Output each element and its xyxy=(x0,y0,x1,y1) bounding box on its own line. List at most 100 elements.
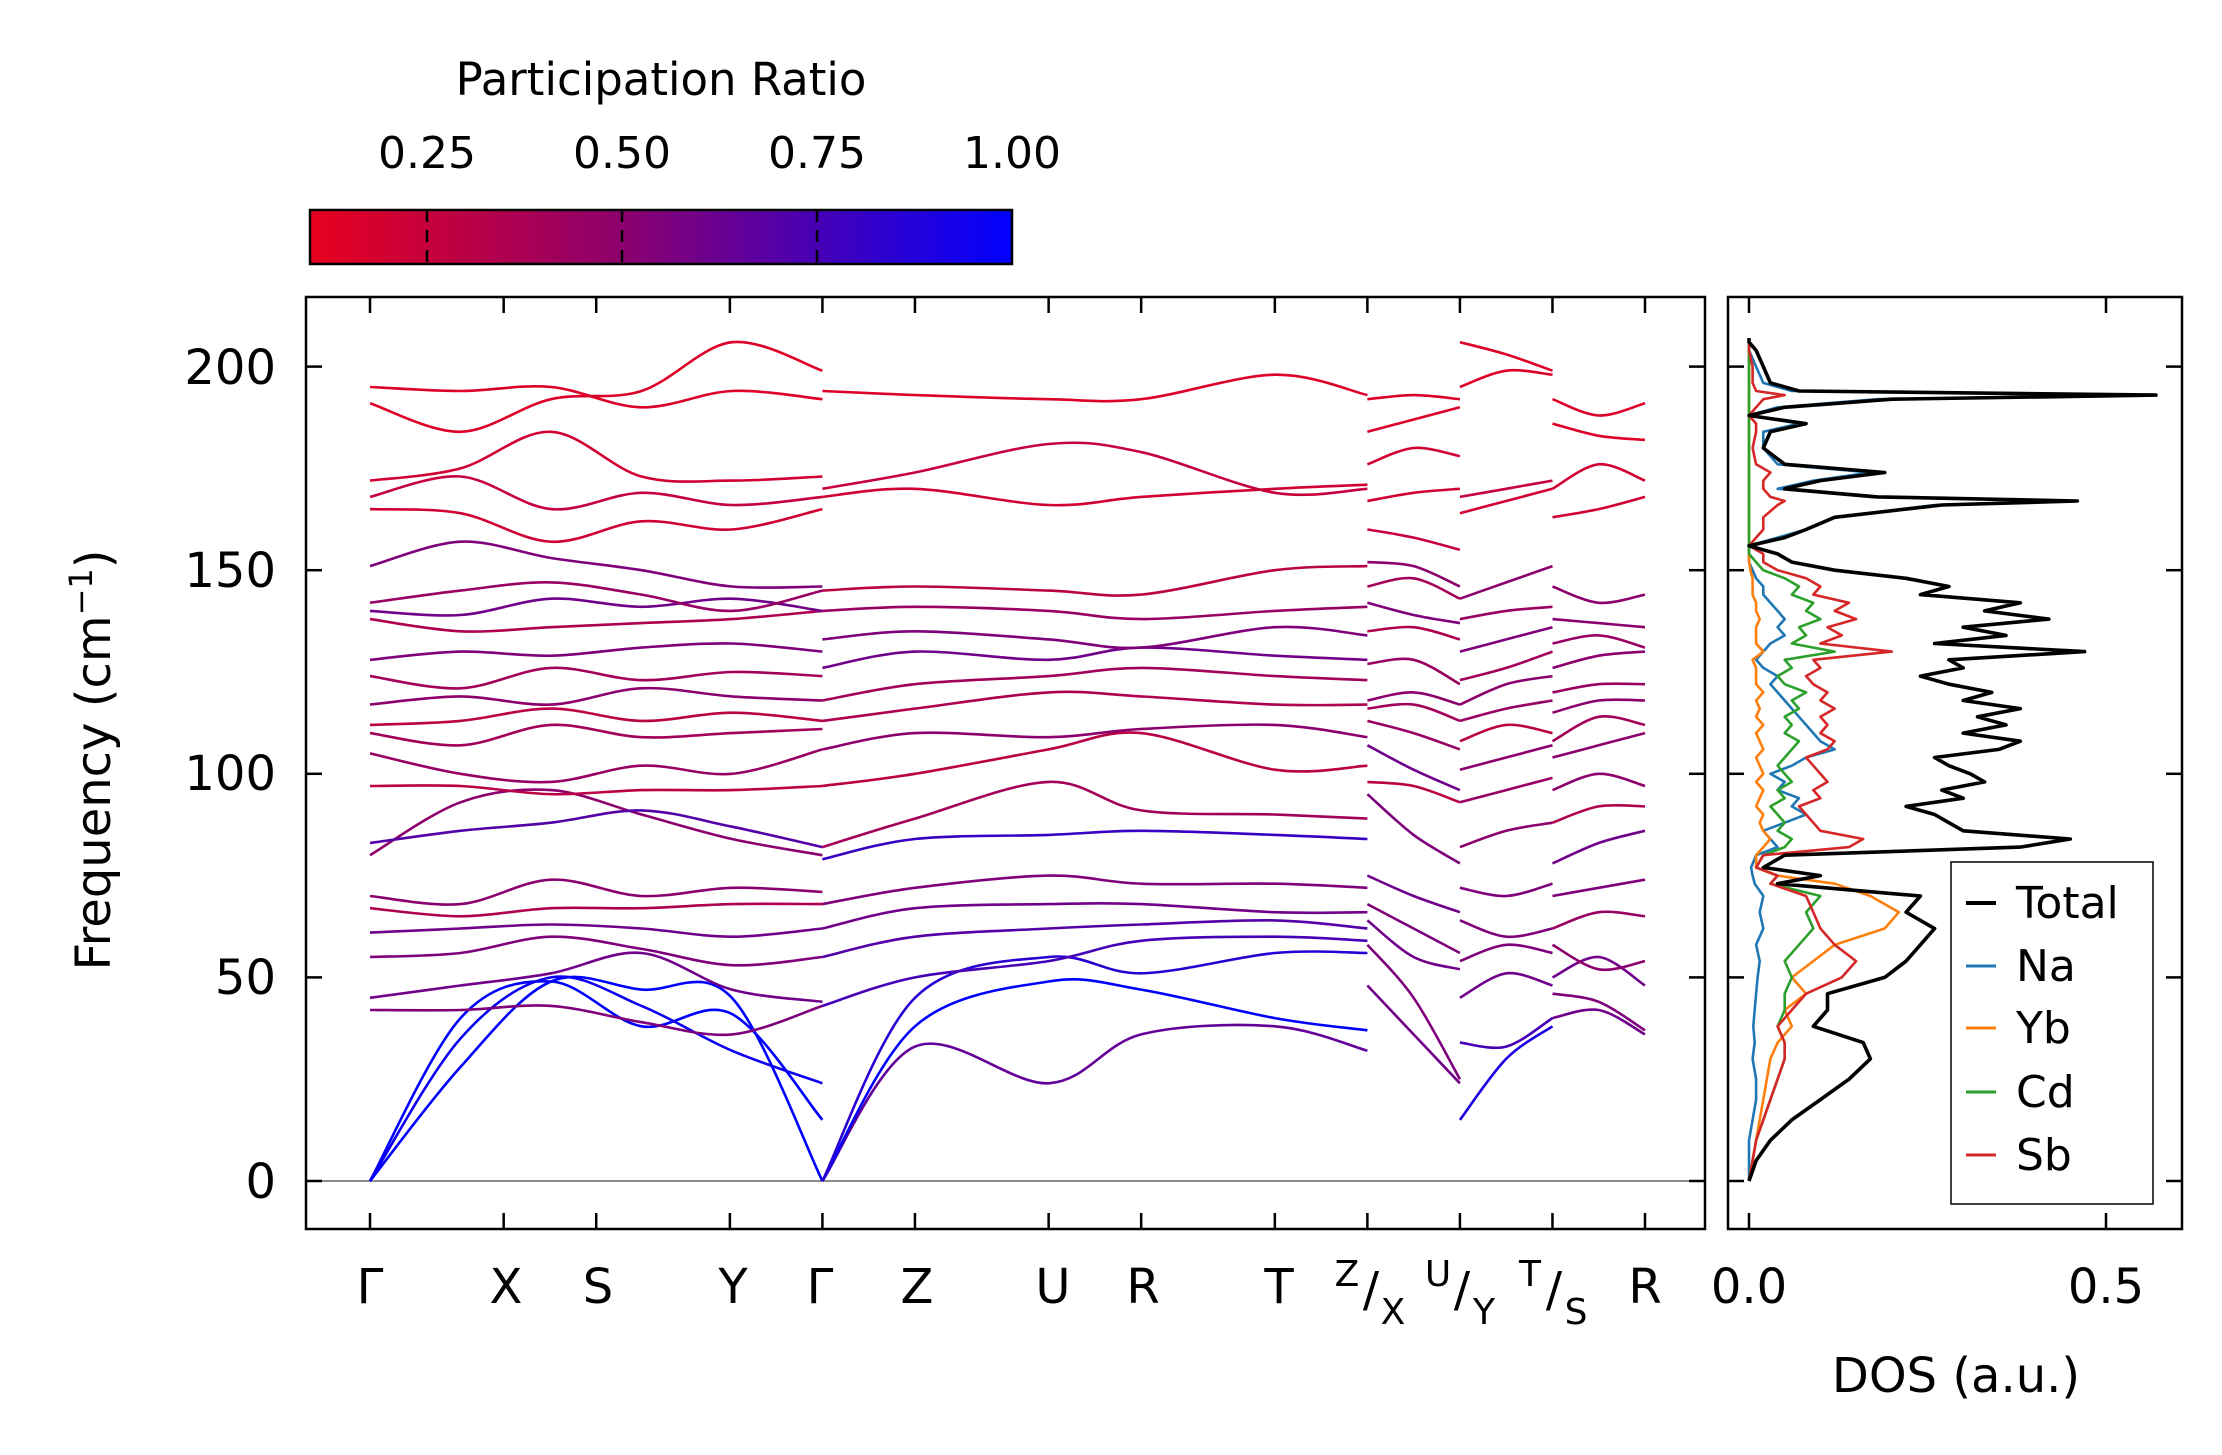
band-line-1-2 xyxy=(821,950,1368,1182)
band-line-0-1 xyxy=(368,975,823,1182)
colorbar-tick-label: 0.25 xyxy=(378,128,476,179)
x-axis-ticks xyxy=(368,297,1647,1229)
y-tick-label-50: 50 xyxy=(215,950,276,1006)
y-tick-labels: 0 50 100 150 200 xyxy=(184,340,276,1210)
dos-legend: Total Na Yb Cd Sb xyxy=(1950,861,2154,1205)
band-line-4-13 xyxy=(1552,650,1646,670)
band-line-1-8 xyxy=(822,780,1368,849)
band-line-1-4 xyxy=(822,919,1368,959)
band-line-4-10 xyxy=(1551,715,1646,743)
band-line-0-25 xyxy=(369,340,823,434)
band-line-2-13 xyxy=(1367,601,1461,625)
band-line-0-6 xyxy=(369,923,823,939)
band-line-3-17 xyxy=(1459,479,1553,499)
band-line-3-8 xyxy=(1459,744,1553,771)
band-line-1-1 xyxy=(821,978,1368,1182)
legend-label-na: Na xyxy=(2016,941,2076,992)
band-line-2-14 xyxy=(1367,576,1461,600)
band-line-2-20 xyxy=(1367,393,1461,401)
band-line-3-5 xyxy=(1459,882,1553,898)
band-line-4-6 xyxy=(1551,829,1646,865)
band-line-0-8 xyxy=(369,878,823,906)
band-line-4-16 xyxy=(1552,585,1646,605)
band-line-0-16 xyxy=(369,666,823,690)
x-tick-label-zx: Z / X xyxy=(1335,1254,1406,1333)
band-line-0-11 xyxy=(369,784,823,796)
band-line-4-8 xyxy=(1552,772,1646,792)
x-tick-label-t: T xyxy=(1263,1259,1294,1315)
y-tick-label-200: 200 xyxy=(184,340,276,396)
legend-entry-na: Na xyxy=(1966,941,2076,992)
band-line-1-17 xyxy=(822,483,1368,507)
band-line-3-13 xyxy=(1459,625,1553,653)
x-tick-label-ts-sub: S xyxy=(1565,1292,1588,1333)
band-line-1-13 xyxy=(822,646,1368,670)
band-line-2-19 xyxy=(1367,406,1461,434)
band-line-3-14 xyxy=(1459,605,1553,621)
x-tick-label-ts-top: T xyxy=(1518,1254,1542,1295)
band-line-0-24 xyxy=(369,430,823,483)
x-tick-label-ts-slash: / xyxy=(1546,1262,1563,1318)
legend-entry-sb: Sb xyxy=(1966,1130,2072,1181)
band-line-2-12 xyxy=(1367,625,1461,641)
dos-plot-frame xyxy=(1726,295,2184,1231)
band-line-0-10 xyxy=(369,809,823,849)
band-line-1-16 xyxy=(822,564,1368,597)
band-line-2-18 xyxy=(1366,446,1461,466)
band-line-2-1 xyxy=(1366,943,1462,1080)
dos-x-tick-label-0: 0.0 xyxy=(1711,1259,1787,1315)
band-line-2-9 xyxy=(1367,702,1461,723)
legend-label-total: Total xyxy=(2015,878,2119,929)
x-tick-label-uy-top: U xyxy=(1425,1254,1451,1295)
legend-label-sb: Sb xyxy=(2016,1130,2072,1181)
band-line-3-7 xyxy=(1459,776,1553,804)
band-line-4-15 xyxy=(1552,617,1646,629)
band-line-0-19 xyxy=(369,597,823,617)
band-line-3-18 xyxy=(1459,368,1553,389)
band-line-4-11 xyxy=(1552,698,1646,714)
band-line-2-11 xyxy=(1367,657,1461,686)
colorbar-tick-label: 0.50 xyxy=(573,128,671,179)
band-plot-frame xyxy=(304,295,1707,1231)
x-tick-label-zx-sub: X xyxy=(1381,1292,1406,1333)
x-tick-label-s: S xyxy=(583,1259,613,1315)
band-line-0-13 xyxy=(369,723,823,747)
dos-x-axis-label: DOS (a.u.) xyxy=(1832,1348,2080,1404)
dos-panel: 0.0 0.5 DOS (a.u.) Total Na Yb Cd xyxy=(1711,295,2184,1404)
band-line-0-5 xyxy=(369,935,823,967)
band-line-3-2 xyxy=(1459,971,1553,999)
band-line-4-19 xyxy=(1552,422,1646,442)
band-line-2-8 xyxy=(1367,719,1461,751)
y-axis-ticks xyxy=(306,365,1705,1183)
band-line-0-2 xyxy=(368,975,824,1182)
band-line-2-3 xyxy=(1366,902,1461,955)
colorbar: Participation Ratio 0.25 0.50 0.75 1.00 xyxy=(308,53,1061,266)
band-line-1-10 xyxy=(822,723,1368,751)
band-line-0-15 xyxy=(369,686,823,706)
band-line-4-4 xyxy=(1552,910,1646,930)
band-line-1-0 xyxy=(821,1023,1368,1182)
band-line-4-14 xyxy=(1552,634,1646,649)
y-tick-label-150: 150 xyxy=(184,543,276,599)
band-line-3-15 xyxy=(1459,564,1553,600)
band-line-4-2 xyxy=(1551,955,1646,987)
band-line-0-21 xyxy=(369,540,823,589)
dos-line-cd xyxy=(1747,338,1836,1182)
band-line-2-15 xyxy=(1367,560,1461,588)
y-axis-label-sup: −1 xyxy=(62,568,100,615)
band-line-0-22 xyxy=(369,507,823,544)
band-line-3-0 xyxy=(1458,1025,1554,1121)
band-line-3-4 xyxy=(1459,919,1553,939)
band-line-0-7 xyxy=(369,902,823,918)
y-tick-label-100: 100 xyxy=(184,746,276,802)
band-line-3-11 xyxy=(1459,674,1553,706)
band-line-3-16 xyxy=(1459,487,1553,515)
colorbar-tick-label: 0.75 xyxy=(768,128,866,179)
x-tick-label-u: U xyxy=(1035,1259,1070,1315)
band-line-1-14 xyxy=(822,625,1368,650)
band-line-1-7 xyxy=(822,829,1368,861)
dos-ticks xyxy=(1728,297,2182,1229)
y-axis-label-main: Frequency (cm xyxy=(66,615,122,970)
x-tick-labels: Γ X S Y Γ Z U R T Z / X U / Y T / S xyxy=(357,1254,1662,1333)
band-line-0-0 xyxy=(368,979,824,1182)
